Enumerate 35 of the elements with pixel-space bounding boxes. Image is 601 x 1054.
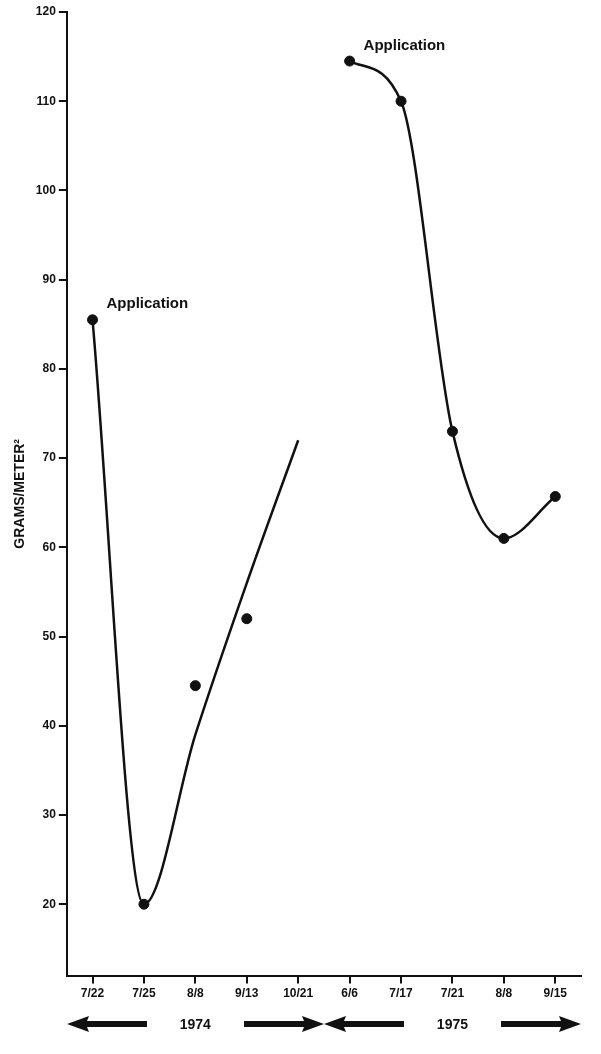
annotation: Application (363, 35, 446, 53)
x-tick-label: 6/6 (341, 986, 359, 1001)
y-tick-label: 70 (42, 450, 57, 465)
point (498, 532, 510, 544)
y-tick-label: 20 (42, 896, 57, 911)
x-tick-label: 7/21 (440, 986, 465, 1001)
text: 1975 (436, 1016, 469, 1032)
x-tick-label: 9/13 (235, 986, 259, 1001)
y-tick-label: 40 (42, 718, 57, 733)
annotation: Application (106, 294, 189, 312)
y-tick-label: 90 (42, 271, 57, 286)
point (241, 613, 253, 625)
point (446, 425, 458, 437)
point (87, 314, 99, 326)
x-tick-label: 8/8 (187, 986, 205, 1001)
y-tick-label: 120 (35, 4, 57, 19)
point (344, 55, 356, 67)
point (189, 680, 201, 692)
y-tick-label: 50 (42, 628, 57, 643)
y-tick-label: 60 (42, 539, 57, 554)
x-tick-label: 10/21 (283, 986, 314, 1001)
x-tick-label: 9/15 (543, 986, 568, 1001)
x-tick-label: 7/22 (80, 986, 105, 1001)
y-axis-title: GRAMS/METER² (11, 438, 28, 549)
x-tick-label: 7/17 (389, 986, 414, 1001)
y-tick-label: 100 (35, 182, 57, 197)
y-tick-label: 110 (36, 93, 57, 108)
point (395, 95, 407, 107)
y-tick-label: 30 (42, 807, 57, 822)
x-tick-label: 7/25 (132, 986, 156, 1001)
point (138, 898, 150, 910)
point (549, 490, 561, 502)
y-tick-label: 80 (42, 361, 57, 376)
text: 1974 (179, 1016, 211, 1032)
x-tick-label: 8/8 (495, 986, 513, 1001)
